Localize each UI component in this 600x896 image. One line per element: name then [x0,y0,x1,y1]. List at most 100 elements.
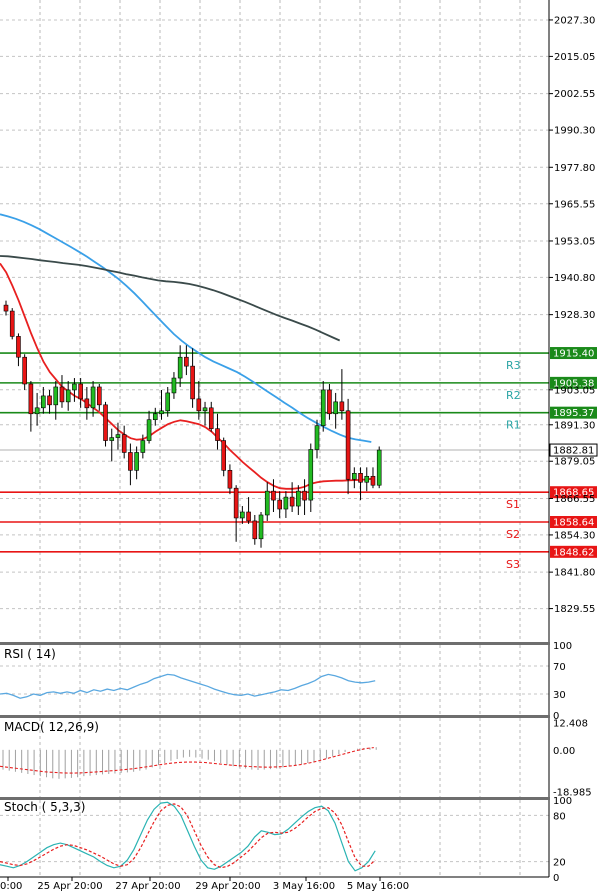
pivot-levels: R3 1915.40 R2 1905.38 R1 1895.37 S1 1868.65 S2 18… [0,347,598,571]
candle-body [97,386,102,406]
candle-body [47,395,52,406]
moving-average-line [0,255,341,342]
pivot-badge-text-s1: 1868.65 [553,488,594,499]
candle-body [277,499,282,510]
indicator-panels: RSI ( 14) MACD( 12,26,9) Stoch ( 5,3,3) [0,647,377,872]
price-tick-label: 1866.55 [554,494,595,505]
macd-signal-line [0,747,374,774]
candle-body [289,496,295,507]
pivot-label-r1: R1 [506,419,521,432]
pivot-badge-text-r2: 1905.38 [553,378,594,389]
rsi-title: RSI ( 14) [4,647,56,661]
price-tick-label: 1891.30 [554,420,595,431]
candle-body [78,383,83,400]
candle-body [53,386,59,406]
candle-body [84,398,90,409]
candle-body [283,496,289,510]
candle-body [333,401,338,415]
candle-body [339,401,345,412]
pivot-badge-text-s2: 1858.64 [553,518,594,529]
candle-body [233,487,239,519]
candle-body [128,452,133,471]
candle-body [352,473,357,480]
candle-body [190,365,195,400]
candle-body [302,490,307,501]
price-tick-label: 1841.80 [554,568,595,579]
candle-body [109,437,115,441]
candle-body [345,410,351,480]
rsi-tick-label: 100 [553,641,572,652]
rsi-line [0,673,376,699]
candle-body [41,395,46,409]
candle-body [22,356,27,385]
macd-tick-label: 12.408 [553,719,588,730]
price-tick-label: 1903.05 [554,385,595,396]
stoch-tick-label: 20 [553,858,566,869]
price-tick-label: 1977.80 [554,163,595,174]
candle-body [177,356,183,379]
candle-body [146,419,152,441]
time-tick-label: 00:00 [0,881,22,892]
pivot-badge-r3 [550,347,597,360]
current-price-text: 1882.81 [553,446,594,457]
candle-body [184,356,189,367]
price-tick-label: 1990.30 [554,126,595,137]
candle-body [28,383,34,415]
candles [3,300,382,548]
price-tick-label: 1928.30 [554,310,595,321]
candle-body [103,404,108,441]
candle-body [320,389,326,426]
pivot-badge-s1 [550,486,597,499]
price-tick-label: 1940.80 [554,273,595,284]
pivot-badge-text-r3: 1915.40 [553,349,594,360]
candle-body [314,425,320,450]
pivot-badge-text-r1: 1895.37 [553,408,594,419]
candle-body [3,304,9,312]
price-tick-label: 2002.55 [554,89,595,100]
candle-body [65,389,71,403]
price-tick-label: 2027.30 [554,15,595,26]
candle-body [208,407,214,429]
candle-body [34,407,40,415]
pivot-badge-r1 [550,406,597,419]
candle-body [327,389,332,415]
price-tick-label: 2015.05 [554,52,595,63]
candle-body [90,386,96,409]
time-tick-label: 27 Apr 20:00 [115,881,180,892]
grid [0,0,549,877]
stoch-tick-label: 80 [553,811,566,822]
candle-body [72,383,77,391]
stoch-tick-label: 0 [553,873,559,884]
candle-body [308,449,314,501]
pivot-badge-s3 [550,545,597,558]
candle-body [227,470,233,489]
candle-body [165,392,171,412]
candle-body [16,336,21,358]
rsi-tick-label: 0 [553,711,559,722]
stoch-tick-label: 100 [553,796,572,807]
macd-tick-label: 0.00 [553,746,575,757]
pivot-label-r3: R3 [506,359,521,372]
candle-body [215,428,220,441]
candle-body [252,520,258,540]
candle-body [240,511,245,519]
candle-body [221,440,226,471]
pivot-badge-text-s3: 1848.62 [553,547,594,558]
candle-body [246,511,251,522]
pivot-label-s3: S3 [506,558,520,571]
panel-separator [0,715,550,718]
candle-body [159,410,164,415]
macd-title: MACD( 12,26,9) [4,720,99,734]
pivot-label-r2: R2 [506,389,521,402]
pivot-label-s1: S1 [506,498,520,511]
candle-body [376,449,382,486]
current-price-badge [549,443,598,457]
rsi-tick-label: 70 [553,662,566,673]
price-tick-label: 1965.55 [554,199,595,210]
candle-body [196,398,202,412]
price-tick-label: 1854.30 [554,530,595,541]
rsi-tick-label: 30 [553,690,566,701]
candle-body [59,386,65,403]
